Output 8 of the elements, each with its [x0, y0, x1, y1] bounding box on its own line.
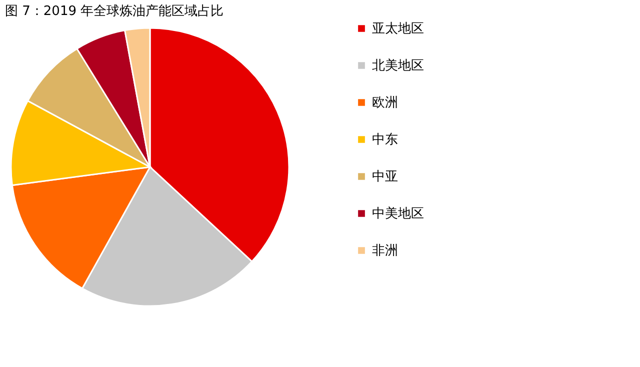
legend-label: 非洲: [372, 244, 398, 258]
legend-label: 中亚: [372, 170, 398, 184]
legend-label: 亚太地区: [372, 22, 424, 36]
legend-label: 北美地区: [372, 58, 424, 74]
legend-label: 中东: [372, 132, 398, 148]
legend-label: 中美地区: [372, 206, 424, 222]
legend-label: 欧洲: [372, 96, 398, 110]
chart-title: 图 7：2019 年全球炼油产能区域占比: [5, 4, 224, 19]
